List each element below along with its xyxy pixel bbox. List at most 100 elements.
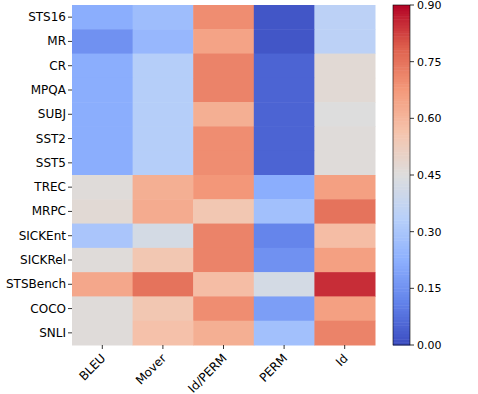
colorbar-tick-label: 0.75 xyxy=(417,56,442,69)
cell xyxy=(72,102,133,127)
cell xyxy=(314,102,375,127)
cell xyxy=(254,5,315,30)
cell xyxy=(133,175,194,200)
cell xyxy=(72,54,133,79)
y-tick xyxy=(68,187,72,188)
colorbar-segment xyxy=(393,36,410,39)
colorbar-segment xyxy=(393,240,410,243)
colorbar-segment xyxy=(393,249,410,252)
colorbar-segment xyxy=(393,206,410,209)
cell xyxy=(314,54,375,79)
colorbar-segment xyxy=(393,215,410,218)
colorbar-segment xyxy=(393,181,410,184)
y-tick-label: MRPC xyxy=(32,204,66,218)
cell xyxy=(314,224,375,249)
colorbar-tick-label: 0.45 xyxy=(417,169,442,182)
cell xyxy=(254,102,315,127)
cell xyxy=(72,321,133,346)
colorbar-segment xyxy=(393,147,410,150)
cell xyxy=(133,272,194,297)
y-tick-label: MPQA xyxy=(31,83,67,97)
colorbar-segment xyxy=(393,189,410,192)
y-tick xyxy=(68,162,72,163)
cell xyxy=(254,199,315,224)
y-tick-label: TREC xyxy=(33,180,66,194)
colorbar-segment xyxy=(393,232,410,235)
cell xyxy=(133,321,194,346)
y-tick xyxy=(68,65,72,66)
colorbar-tick-label: 0.15 xyxy=(417,282,442,295)
cell xyxy=(133,29,194,54)
x-tick xyxy=(162,345,163,349)
cell xyxy=(254,296,315,321)
colorbar xyxy=(393,5,410,346)
colorbar-segment xyxy=(393,155,410,158)
colorbar-segment xyxy=(393,138,410,141)
cell xyxy=(314,199,375,224)
colorbar-tick-label: 0.00 xyxy=(417,339,442,352)
cell xyxy=(133,224,194,249)
x-tick-label: Mover xyxy=(133,351,169,387)
cell xyxy=(133,248,194,273)
colorbar-segment xyxy=(393,8,410,11)
cell xyxy=(254,321,315,346)
colorbar-tick-label: 0.90 xyxy=(417,0,442,12)
cell xyxy=(193,272,254,297)
colorbar-tick-label: 0.60 xyxy=(417,112,442,125)
x-tick xyxy=(284,345,285,349)
cell xyxy=(72,5,133,30)
x-tick-label: BLEU xyxy=(76,351,108,383)
cell xyxy=(254,248,315,273)
cell xyxy=(193,199,254,224)
cell xyxy=(133,78,194,103)
cell xyxy=(193,78,254,103)
y-tick xyxy=(68,41,72,42)
y-tick-label: SICKEnt xyxy=(19,229,67,243)
x-tick-label: Id/PERM xyxy=(185,351,229,394)
cell xyxy=(314,126,375,151)
cell xyxy=(193,54,254,79)
cell xyxy=(72,199,133,224)
y-tick xyxy=(68,308,72,309)
cell xyxy=(72,224,133,249)
cell xyxy=(72,29,133,54)
x-tick-label: PERM xyxy=(257,351,291,385)
cell xyxy=(254,272,315,297)
cell xyxy=(314,29,375,54)
cell xyxy=(193,151,254,176)
cell xyxy=(133,199,194,224)
colorbar-segment xyxy=(393,5,410,8)
cell xyxy=(133,126,194,151)
cell xyxy=(193,5,254,30)
y-tick xyxy=(68,235,72,236)
colorbar-segment xyxy=(393,223,410,226)
cell xyxy=(314,296,375,321)
cell xyxy=(193,126,254,151)
cell xyxy=(133,54,194,79)
cell xyxy=(314,248,375,273)
y-tick-label: SST5 xyxy=(36,156,66,170)
cell xyxy=(193,321,254,346)
x-tick xyxy=(344,345,345,349)
y-tick xyxy=(68,17,72,18)
colorbar-tick xyxy=(410,5,414,6)
colorbar-tick xyxy=(410,175,414,176)
y-tick-label: SUBJ xyxy=(38,107,66,121)
cell xyxy=(72,151,133,176)
y-tick-label: COCO xyxy=(30,302,66,316)
colorbar-tick xyxy=(410,118,414,119)
cell xyxy=(254,151,315,176)
cell xyxy=(193,224,254,249)
cell xyxy=(314,321,375,346)
cell xyxy=(133,151,194,176)
cell xyxy=(72,296,133,321)
y-tick xyxy=(68,332,72,333)
colorbar-segment xyxy=(393,198,410,201)
colorbar-frame xyxy=(393,5,410,345)
y-tick xyxy=(68,90,72,91)
y-tick-label: SNLI xyxy=(39,326,66,340)
y-tick-label: STSBench xyxy=(6,277,66,291)
cell xyxy=(254,54,315,79)
cell xyxy=(72,126,133,151)
cell xyxy=(133,296,194,321)
